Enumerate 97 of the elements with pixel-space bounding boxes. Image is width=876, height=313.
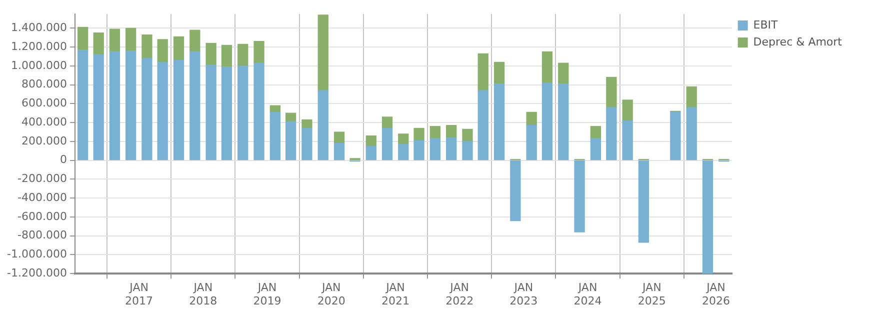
bar bbox=[686, 86, 697, 108]
legend-label: Deprec & Amort bbox=[753, 35, 843, 48]
y-tick-label: 200.000 bbox=[21, 134, 67, 148]
bar bbox=[430, 138, 440, 160]
bar bbox=[318, 14, 328, 91]
bar bbox=[206, 42, 216, 66]
y-tick-label: -600.000 bbox=[17, 210, 67, 223]
bar bbox=[125, 28, 136, 52]
bar bbox=[462, 128, 473, 142]
bar bbox=[590, 126, 602, 139]
y-tick-label: -1.200.000 bbox=[7, 266, 67, 280]
bar bbox=[478, 53, 488, 91]
x-tick-label: JAN 2019 bbox=[253, 281, 282, 308]
x-tick-label: JAN 2023 bbox=[510, 281, 538, 308]
bar bbox=[142, 34, 152, 59]
x-tick-label: JAN 2024 bbox=[574, 281, 602, 308]
y-tick-label: -200.000 bbox=[17, 172, 67, 186]
bar bbox=[366, 135, 376, 146]
bar bbox=[270, 112, 280, 160]
bar bbox=[398, 134, 409, 145]
bar bbox=[157, 62, 168, 160]
y-tick-label: 1.400.000 bbox=[10, 21, 67, 34]
bar bbox=[510, 160, 521, 222]
bar bbox=[638, 160, 649, 243]
bar bbox=[622, 100, 633, 121]
bar bbox=[558, 62, 569, 84]
bar bbox=[221, 44, 232, 68]
y-tick-label: 800.000 bbox=[21, 78, 67, 91]
bar bbox=[254, 62, 264, 160]
x-tick-label: JAN 2021 bbox=[381, 281, 410, 308]
bar bbox=[270, 105, 280, 113]
bar bbox=[285, 112, 296, 122]
y-tick-label: -1.000.000 bbox=[7, 248, 67, 261]
bar bbox=[334, 132, 345, 144]
bar bbox=[334, 143, 345, 160]
bar bbox=[478, 90, 488, 160]
y-tick-label: 1.000.000 bbox=[10, 58, 67, 72]
bar bbox=[206, 64, 216, 160]
bar bbox=[366, 146, 376, 160]
bar bbox=[78, 26, 88, 50]
bar bbox=[526, 125, 537, 160]
y-tick-label: 400.000 bbox=[21, 115, 67, 128]
bar bbox=[430, 126, 440, 139]
bar bbox=[302, 119, 312, 129]
x-tick-label: JAN 2022 bbox=[446, 281, 474, 308]
bar bbox=[382, 116, 393, 129]
bar bbox=[494, 62, 505, 84]
y-tick-label: -800.000 bbox=[17, 228, 67, 242]
bar bbox=[173, 36, 184, 61]
bar bbox=[238, 66, 248, 160]
bar bbox=[109, 51, 120, 160]
bar bbox=[190, 30, 200, 52]
bar bbox=[318, 90, 328, 160]
bar bbox=[686, 107, 697, 160]
bar bbox=[446, 125, 457, 138]
legend-label: EBIT bbox=[753, 18, 778, 32]
x-tick-label: JAN 2025 bbox=[638, 281, 666, 308]
bar bbox=[462, 141, 473, 160]
bar bbox=[494, 84, 505, 160]
bar bbox=[125, 50, 136, 160]
bar bbox=[254, 41, 264, 64]
bar bbox=[173, 60, 184, 160]
bar bbox=[414, 128, 424, 141]
bar bbox=[590, 138, 602, 160]
bar bbox=[446, 137, 457, 160]
bar bbox=[142, 58, 152, 160]
bar bbox=[574, 160, 585, 232]
y-tick-label: 600.000 bbox=[21, 96, 67, 110]
bar bbox=[157, 39, 168, 62]
bar bbox=[78, 50, 88, 160]
bar bbox=[382, 128, 393, 160]
bar bbox=[93, 54, 104, 160]
bar bbox=[238, 44, 248, 66]
bar bbox=[526, 112, 537, 126]
bar bbox=[93, 32, 104, 55]
bar bbox=[109, 28, 120, 52]
y-tick-label: 0 bbox=[60, 153, 67, 166]
bar bbox=[542, 82, 553, 160]
x-tick-label: JAN 2017 bbox=[125, 281, 154, 308]
bar bbox=[285, 121, 296, 160]
x-tick-label: JAN 2026 bbox=[702, 281, 730, 308]
x-tick-label: JAN 2018 bbox=[189, 281, 218, 308]
x-tick-label: JAN 2020 bbox=[317, 281, 346, 308]
bar bbox=[622, 120, 633, 160]
bar bbox=[558, 84, 569, 160]
bar bbox=[542, 51, 553, 84]
bar bbox=[414, 140, 424, 160]
bar bbox=[398, 144, 409, 160]
y-tick-label: 1.200.000 bbox=[10, 40, 67, 53]
bar bbox=[606, 76, 617, 108]
bar bbox=[221, 66, 232, 160]
y-tick-label: -400.000 bbox=[17, 190, 67, 204]
bar bbox=[190, 51, 200, 160]
bar bbox=[702, 160, 714, 274]
bar bbox=[606, 107, 617, 160]
bar bbox=[302, 128, 312, 160]
bar bbox=[670, 112, 681, 160]
